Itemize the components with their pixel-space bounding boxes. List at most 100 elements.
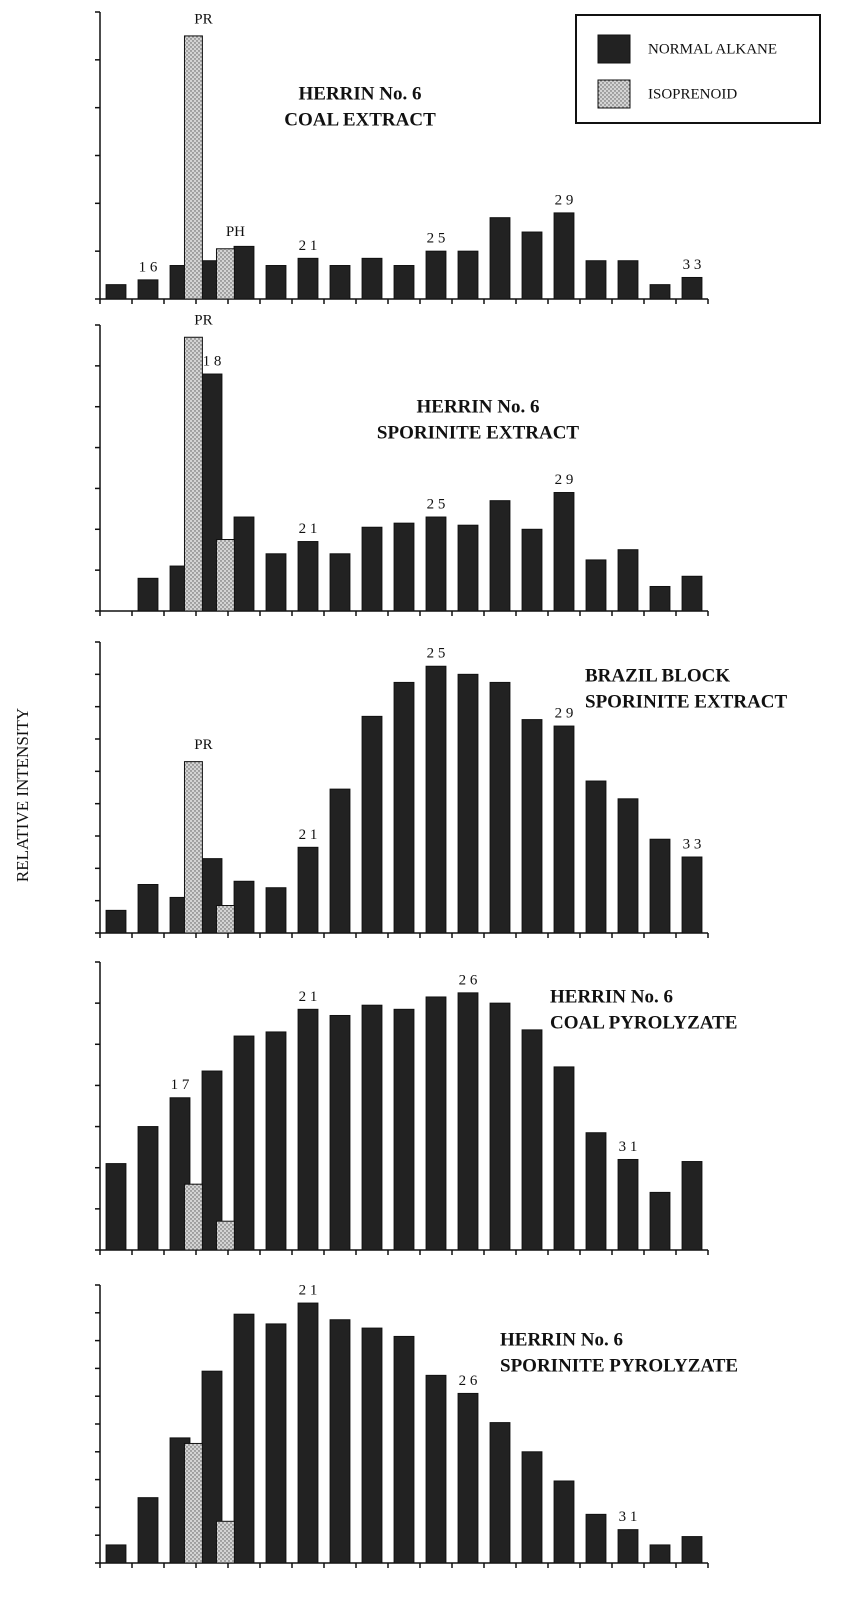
bar [649,1191,671,1251]
legend-label: ISOPRENOID [648,86,737,102]
bar [393,681,415,934]
bar [681,1536,703,1564]
chart-title: SPORINITE PYROLYZATE [500,1355,738,1376]
bar [233,516,255,612]
isoprenoid-bar [183,1442,203,1564]
bar [265,887,287,934]
bar [457,992,479,1251]
chart-title: HERRIN No. 6 [417,396,540,417]
chart-title: BRAZIL BLOCK [585,665,730,686]
bar [329,788,351,934]
bar-label: 2 5 [427,496,446,512]
bar [393,1008,415,1251]
bar-label: 2 9 [555,706,574,722]
bar [425,665,447,934]
bar [585,260,607,300]
bar-label: PR [194,313,212,329]
legend-swatch [597,79,631,109]
bar [457,1392,479,1564]
bar [265,1323,287,1564]
bar [489,1002,511,1251]
bar-label: 1 7 [171,1077,190,1093]
bar-label: 2 1 [299,827,318,843]
bar [233,245,255,300]
bar [553,492,575,612]
chart-title: HERRIN No. 6 [550,986,673,1007]
bar [137,1126,159,1251]
bar [457,673,479,934]
bar [553,212,575,300]
bar [329,553,351,612]
bar [553,725,575,934]
bar [617,798,639,934]
bar [361,715,383,934]
bar-label: 2 1 [299,238,318,254]
bar [425,516,447,612]
bar [553,1066,575,1251]
bar-label: 2 1 [299,521,318,537]
bar [137,884,159,934]
bar [521,1029,543,1251]
bar-label: 2 9 [555,472,574,488]
bar-label: PR [194,11,212,27]
bar [393,522,415,612]
bar [681,1161,703,1251]
y-axis-label: RELATIVE INTENSITY [13,708,32,882]
bar-label: 2 6 [459,1373,478,1389]
bar [617,1529,639,1564]
bar [649,585,671,612]
bar-label: PR [194,737,212,753]
bar [105,909,127,934]
bar [233,1313,255,1564]
bar [489,500,511,612]
bar [617,260,639,300]
bar [265,553,287,612]
bar [585,780,607,934]
bar [649,838,671,934]
bar [425,250,447,300]
bar [585,559,607,612]
bar [393,1335,415,1564]
bar [137,1497,159,1564]
isoprenoid-bar [215,539,235,612]
bar-label: 3 3 [683,836,702,852]
legend-swatch [597,34,631,64]
bar-label: 2 1 [299,1283,318,1299]
bar [457,524,479,612]
bar [585,1513,607,1564]
bar [297,541,319,612]
bar-label: 2 6 [459,972,478,988]
bar [457,250,479,300]
bar [329,265,351,300]
isoprenoid-bar [215,1520,235,1564]
bar [105,284,127,300]
chart-title: COAL PYROLYZATE [550,1012,737,1033]
bar-label: 2 5 [427,231,446,247]
bar-label: 1 8 [203,353,222,369]
bar [649,1544,671,1564]
bar [521,719,543,934]
bar [297,1008,319,1251]
bar [361,257,383,300]
bar [681,276,703,300]
bar [233,880,255,934]
bar [201,1070,223,1251]
bar [649,284,671,300]
chart-title: HERRIN No. 6 [299,83,422,104]
legend: NORMAL ALKANE ISOPRENOID [575,14,821,124]
bar [265,265,287,300]
bar [393,265,415,300]
bar [233,1035,255,1251]
bar [137,577,159,612]
bar [265,1031,287,1251]
bar [361,1004,383,1251]
chart-title: COAL EXTRACT [284,109,436,130]
bar-label: 2 1 [299,989,318,1005]
legend-label: NORMAL ALKANE [648,41,777,57]
bar [425,1374,447,1564]
bar [361,1327,383,1564]
isoprenoid-bar [215,248,235,300]
isoprenoid-bar [183,761,203,934]
bar [297,846,319,934]
